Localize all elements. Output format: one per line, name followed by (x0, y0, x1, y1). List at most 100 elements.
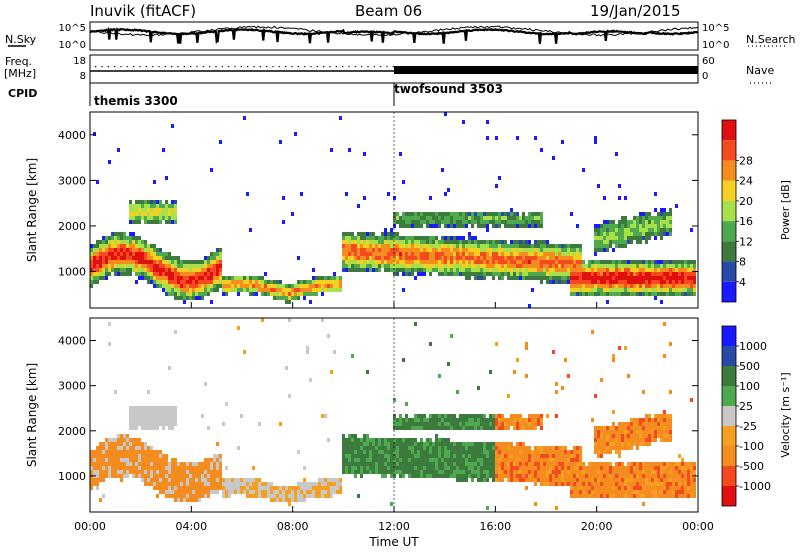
heatmap-cell (360, 458, 363, 462)
heatmap-cell (537, 276, 540, 280)
heatmap-cell (330, 490, 333, 494)
heatmap-cell (381, 240, 384, 244)
heatmap-cell (219, 470, 222, 474)
heatmap-cell (519, 220, 522, 224)
heatmap-cell (465, 212, 468, 216)
heatmap-cell (171, 478, 174, 482)
heatmap-cell (339, 276, 342, 280)
heatmap-cell (96, 458, 99, 462)
heatmap-cell (597, 232, 600, 236)
heatmap-cell (318, 494, 321, 498)
heatmap-cell (447, 236, 450, 240)
heatmap-cell (174, 280, 177, 284)
x-tick-label: 12:00 (378, 520, 410, 533)
heatmap-cell (648, 434, 651, 438)
heatmap-cell (588, 490, 591, 494)
heatmap-cell (615, 474, 618, 478)
heatmap-cell (498, 474, 501, 478)
heatmap-cell (666, 474, 669, 478)
heatmap-cell (471, 454, 474, 458)
heatmap-cell (498, 212, 501, 216)
heatmap-cell (657, 292, 660, 296)
heatmap-cell (102, 256, 105, 260)
heatmap-cell (99, 260, 102, 264)
heatmap-cell (339, 478, 342, 482)
heatmap-cell (627, 466, 630, 470)
heatmap-cell (120, 240, 123, 244)
heatmap-cell (372, 260, 375, 264)
heatmap-cell (462, 240, 465, 244)
heatmap-cell (375, 256, 378, 260)
heatmap-cell (186, 296, 189, 300)
heatmap-cell (102, 454, 105, 458)
heatmap-cell (618, 292, 621, 296)
heatmap-cell (609, 220, 612, 224)
heatmap-cell (174, 288, 177, 292)
heatmap-cell (174, 482, 177, 486)
heatmap-cell (90, 462, 93, 466)
heatmap-cell (450, 470, 453, 474)
heatmap-cell (609, 470, 612, 474)
heatmap-cell (633, 422, 636, 426)
heatmap-cell (138, 208, 141, 212)
heatmap-cell (570, 260, 573, 264)
heatmap-cell (219, 466, 222, 470)
heatmap-cell (165, 264, 168, 268)
heatmap-cell (408, 216, 411, 220)
power-colorbar-frame (721, 119, 737, 303)
heatmap-cell (555, 474, 558, 478)
heatmap-cell (588, 478, 591, 482)
heatmap-cell (150, 208, 153, 212)
heatmap-cell (135, 454, 138, 458)
heatmap-cell (633, 426, 636, 430)
heatmap-cell (141, 268, 144, 272)
heatmap-cell (129, 200, 132, 204)
heatmap-cell (432, 470, 435, 474)
heatmap-cell (627, 470, 630, 474)
heatmap-cell (171, 486, 174, 490)
heatmap-cell (462, 446, 465, 450)
heatmap-cell (402, 260, 405, 264)
heatmap-cell (372, 248, 375, 252)
heatmap-cell (594, 490, 597, 494)
heatmap-cell (354, 470, 357, 474)
heatmap-cell (546, 268, 549, 272)
heatmap-cell (525, 426, 528, 430)
heatmap-cell (189, 264, 192, 268)
heatmap-cell (537, 264, 540, 268)
heatmap-cell (438, 374, 441, 378)
heatmap-cell (138, 446, 141, 450)
nave-point (209, 66, 211, 68)
heatmap-cell (669, 228, 672, 232)
heatmap-cell (279, 494, 282, 498)
heatmap-cell (222, 494, 225, 498)
heatmap-cell (639, 272, 642, 276)
heatmap-cell (588, 272, 591, 276)
heatmap-cell (192, 470, 195, 474)
heatmap-cell (564, 280, 567, 284)
heatmap-cell (99, 474, 102, 478)
heatmap-cell (642, 418, 645, 422)
heatmap-cell (327, 482, 330, 486)
heatmap-cell (267, 482, 270, 486)
heatmap-cell (192, 276, 195, 280)
heatmap-cell (309, 482, 312, 486)
heatmap-cell (318, 284, 321, 288)
heatmap-cell (564, 470, 567, 474)
heatmap-cell (522, 220, 525, 224)
heatmap-cell (156, 216, 159, 220)
heatmap-cell (633, 490, 636, 494)
heatmap-cell (405, 268, 408, 272)
heatmap-cell (447, 362, 450, 366)
heatmap-cell (255, 280, 258, 284)
heatmap-cell (174, 486, 177, 490)
heatmap-cell (525, 216, 528, 220)
heatmap-cell (348, 434, 351, 438)
heatmap-cell (528, 256, 531, 260)
heatmap-cell (306, 280, 309, 284)
heatmap-cell (660, 426, 663, 430)
heatmap-cell (225, 288, 228, 292)
heatmap-cell (153, 406, 156, 410)
heatmap-cell (381, 438, 384, 442)
heatmap-cell (102, 236, 105, 240)
